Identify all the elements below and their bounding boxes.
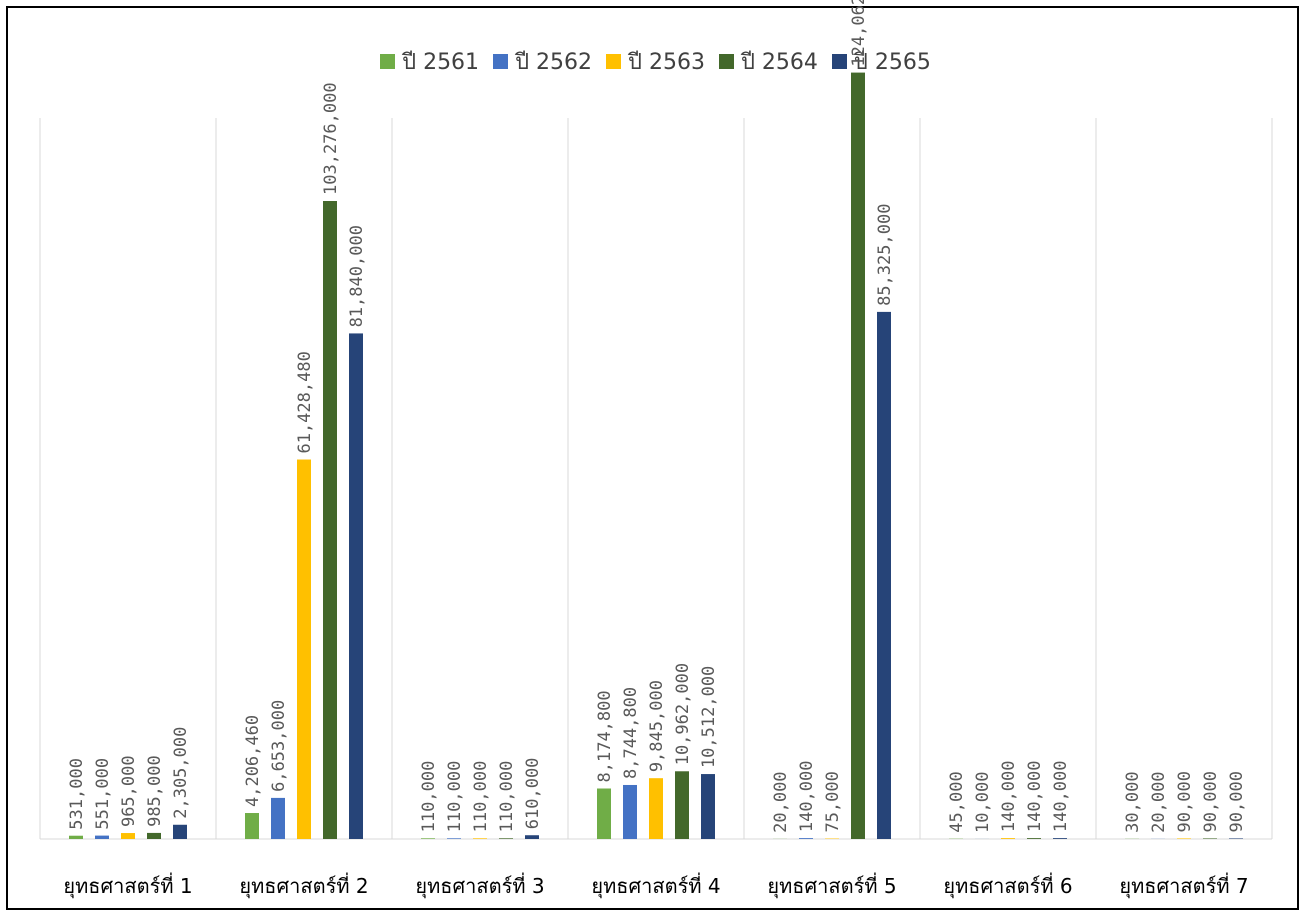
legend-item-2562: ปี 2562	[493, 44, 592, 79]
data-label: 9,845,000	[647, 680, 667, 772]
legend-item-2563: ปี 2563	[606, 44, 705, 79]
data-label: 110,000	[497, 761, 517, 833]
data-label: 8,174,800	[595, 690, 615, 782]
data-label: 124,062,000	[849, 0, 869, 67]
data-label: 2,305,000	[171, 727, 191, 819]
legend-swatch-2565	[831, 53, 847, 69]
chart-legend: ปี 2561 ปี 2562 ปี 2563 ปี 2564 ปี 2565	[0, 44, 1311, 78]
bar	[1027, 838, 1041, 839]
data-label: 81,840,000	[347, 225, 367, 327]
data-label: 75,000	[823, 771, 843, 832]
data-label: 20,000	[1149, 771, 1169, 832]
data-label: 90,000	[1175, 771, 1195, 832]
data-label: 4,206,460	[243, 715, 263, 807]
bar	[701, 774, 715, 839]
bar	[147, 832, 161, 839]
x-tick-label: ยุทธศาสตร์ที่ 2	[239, 872, 368, 899]
bar	[173, 824, 187, 839]
bar	[525, 835, 539, 839]
data-label: 6,653,000	[269, 700, 289, 792]
bar	[323, 201, 337, 839]
x-tick-label: ยุทธศาสตร์ที่ 4	[591, 872, 720, 899]
legend-swatch-2561	[380, 53, 396, 69]
bar	[95, 835, 109, 839]
legend-swatch-2563	[606, 53, 622, 69]
bar	[851, 72, 865, 839]
x-tick-label: ยุทธศาสตร์ที่ 6	[943, 872, 1072, 899]
data-label: 551,000	[93, 758, 113, 830]
x-tick-label: ยุทธศาสตร์ที่ 7	[1119, 872, 1248, 899]
legend-label-2561: ปี 2561	[402, 49, 480, 75]
legend-label-2563: ปี 2563	[628, 49, 705, 75]
data-label: 140,000	[999, 760, 1019, 832]
bar	[271, 797, 285, 839]
x-tick-label: ยุทธศาสตร์ที่ 1	[63, 872, 192, 899]
data-label: 140,000	[1025, 760, 1045, 832]
legend-item-2565: ปี 2565	[831, 44, 931, 79]
bar	[649, 778, 663, 839]
bar	[447, 838, 461, 839]
legend-item-2564: ปี 2564	[718, 44, 818, 79]
data-label: 610,000	[523, 758, 543, 830]
data-label: 985,000	[145, 755, 165, 827]
x-tick-label: ยุทธศาสตร์ที่ 5	[767, 872, 896, 899]
bar	[473, 838, 487, 839]
bar	[1053, 838, 1067, 839]
bar	[877, 311, 891, 839]
x-tick-label: ยุทธศาสตร์ที่ 3	[415, 872, 544, 899]
data-label: 140,000	[1051, 760, 1071, 832]
legend-label-2564: ปี 2564	[740, 49, 818, 75]
legend-swatch-2562	[493, 53, 509, 69]
data-label: 8,744,800	[621, 687, 641, 779]
bar	[1229, 838, 1243, 839]
legend-label-2562: ปี 2562	[515, 49, 593, 75]
bar	[623, 784, 637, 839]
data-label: 110,000	[419, 761, 439, 833]
data-label: 10,962,000	[673, 663, 693, 765]
bar	[499, 838, 513, 839]
bar	[1177, 838, 1191, 839]
bar	[675, 771, 689, 839]
data-label: 10,512,000	[699, 666, 719, 768]
bar	[597, 788, 611, 839]
bar	[799, 838, 813, 839]
bar	[245, 813, 259, 839]
chart-frame	[6, 6, 1299, 910]
bar	[421, 838, 435, 839]
data-label: 90,000	[1201, 771, 1221, 832]
data-label: 45,000	[947, 771, 967, 832]
bar	[297, 459, 311, 839]
data-label: 90,000	[1227, 771, 1247, 832]
data-label: 965,000	[119, 755, 139, 827]
legend-label-2565: ปี 2565	[853, 49, 931, 75]
bar	[1203, 838, 1217, 839]
data-label: 110,000	[445, 761, 465, 833]
bar	[69, 835, 83, 839]
data-label: 103,276,000	[321, 82, 341, 195]
data-label: 85,325,000	[875, 204, 895, 306]
legend-item-2561: ปี 2561	[380, 44, 479, 79]
data-label: 20,000	[771, 771, 791, 832]
data-label: 61,428,480	[295, 351, 315, 453]
legend-swatch-2564	[718, 53, 734, 69]
bar	[1001, 838, 1015, 839]
data-label: 10,000	[973, 772, 993, 833]
bar	[349, 333, 363, 839]
data-label: 30,000	[1123, 771, 1143, 832]
data-label: 531,000	[67, 758, 87, 830]
bar	[121, 833, 135, 839]
data-label: 110,000	[471, 761, 491, 833]
data-label: 140,000	[797, 760, 817, 832]
